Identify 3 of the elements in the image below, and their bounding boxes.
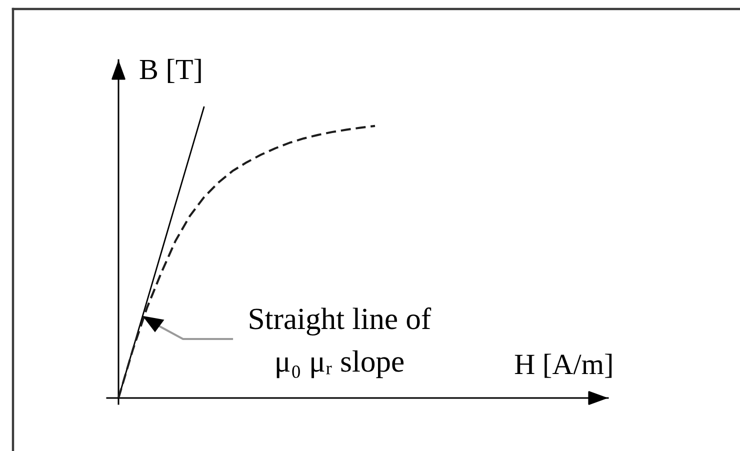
annotation: Straight line of μ₀ μᵣ slope — [250, 307, 432, 378]
y-axis-title: B [T] — [140, 58, 201, 83]
x-axis-title: H [A/m] — [514, 354, 612, 378]
